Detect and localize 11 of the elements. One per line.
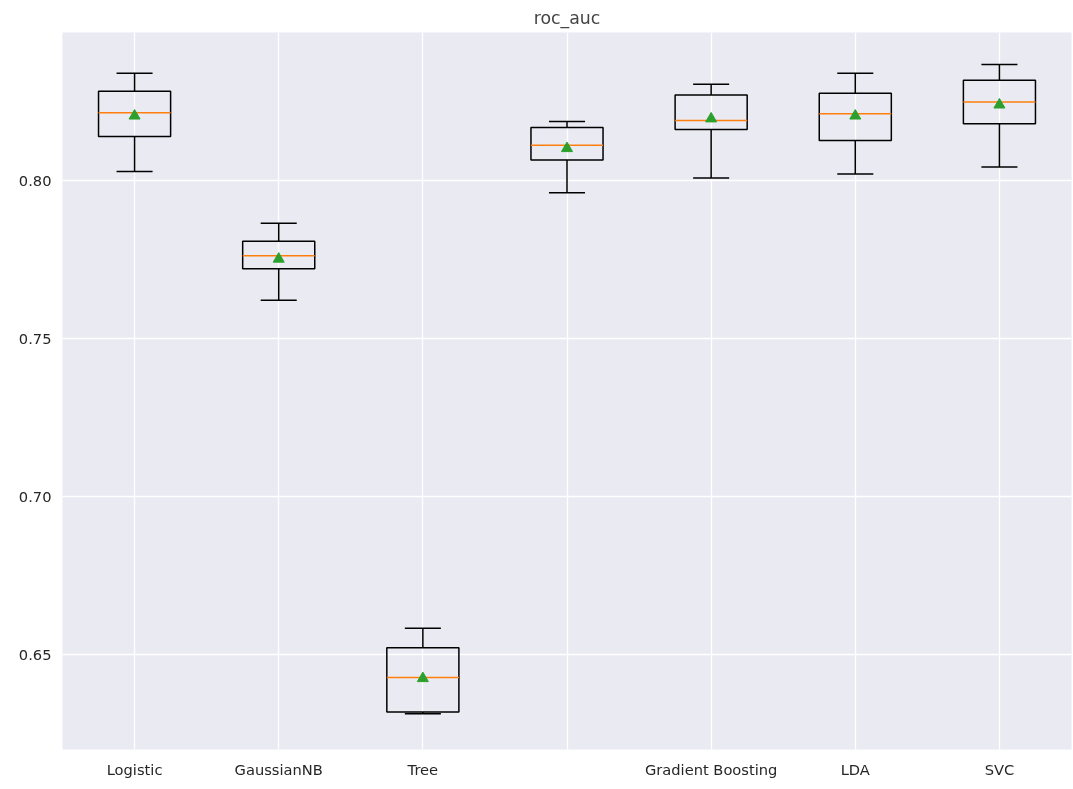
x-tick-label: LDA (840, 760, 870, 778)
y-tick-label: 0.80 (18, 171, 52, 189)
x-tick-label: GaussianNB (234, 760, 323, 778)
y-tick-label: 0.70 (18, 487, 52, 505)
x-tick-label: Tree (406, 760, 439, 778)
x-tick-label: Logistic (106, 760, 163, 778)
y-tick-label: 0.65 (18, 645, 52, 663)
chart-title: roc_auc (533, 7, 601, 29)
x-tick-label: Gradient Boosting (644, 760, 778, 778)
y-tick-label: 0.75 (18, 329, 52, 347)
x-tick-label: SVC (984, 760, 1015, 778)
